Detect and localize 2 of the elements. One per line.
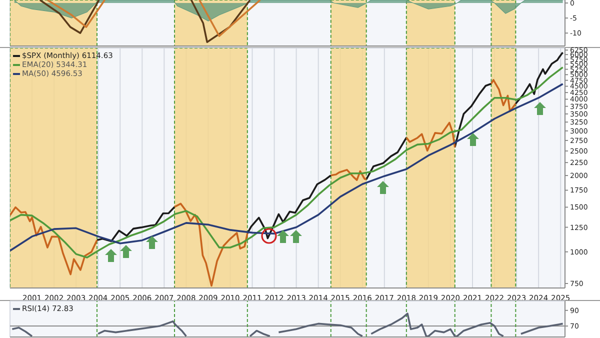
line-series	[39, 0, 100, 34]
line-series	[190, 0, 251, 43]
